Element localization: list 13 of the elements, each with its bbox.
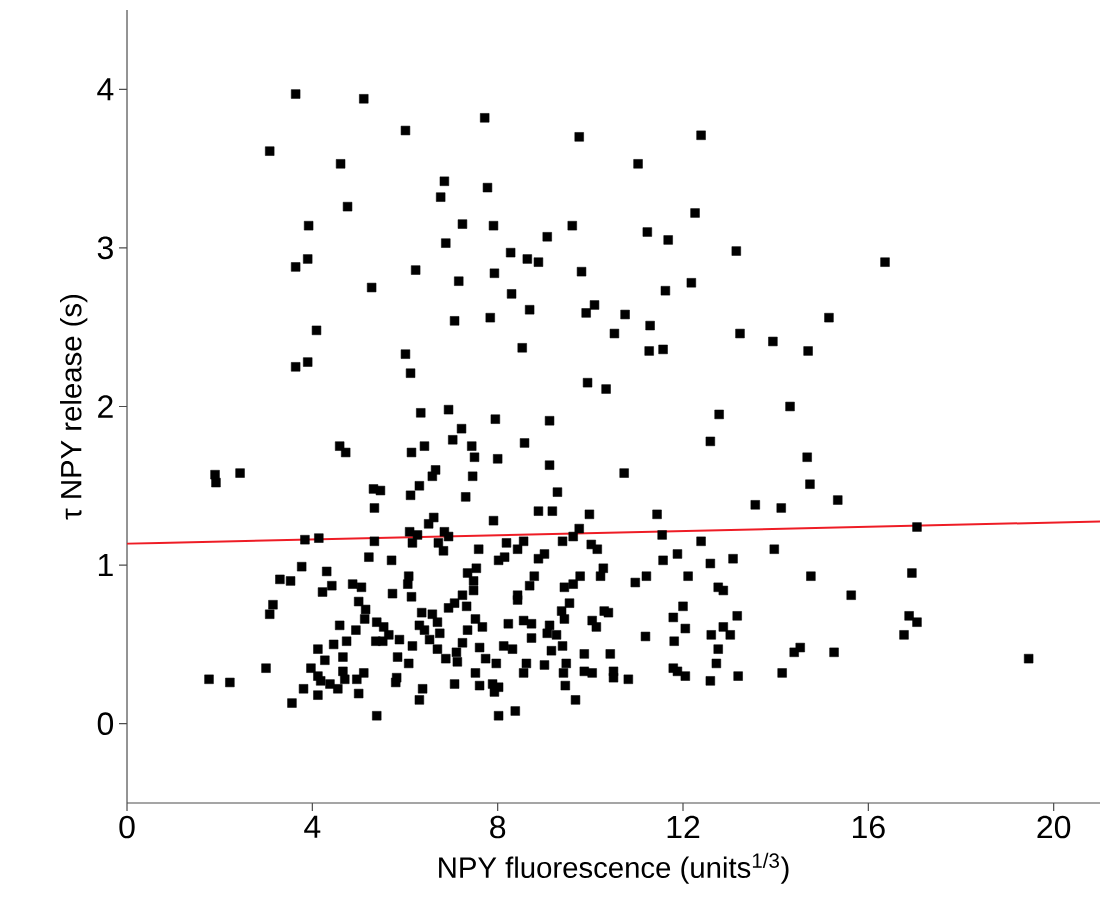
- y-tick-label: 4: [97, 78, 114, 101]
- y-tick-label: 3: [97, 236, 113, 260]
- x-tick-label: 0: [119, 815, 135, 839]
- x-axis-title: NPY fluorescence (units$^{1/3}$): [439, 852, 789, 884]
- y-tick-label: 0: [97, 712, 114, 736]
- x-tick-label: 16: [852, 815, 885, 839]
- x-tick-label: 4: [304, 815, 321, 838]
- y-tick-label: 2: [98, 395, 113, 418]
- x-tick-label: 8: [490, 815, 506, 839]
- x-tick-label: 20: [1037, 815, 1071, 839]
- y-tick-label: 1: [98, 554, 113, 577]
- x-tick-label: 12: [667, 815, 700, 839]
- y-axis-title: τ NPY release (s): [60, 294, 88, 520]
